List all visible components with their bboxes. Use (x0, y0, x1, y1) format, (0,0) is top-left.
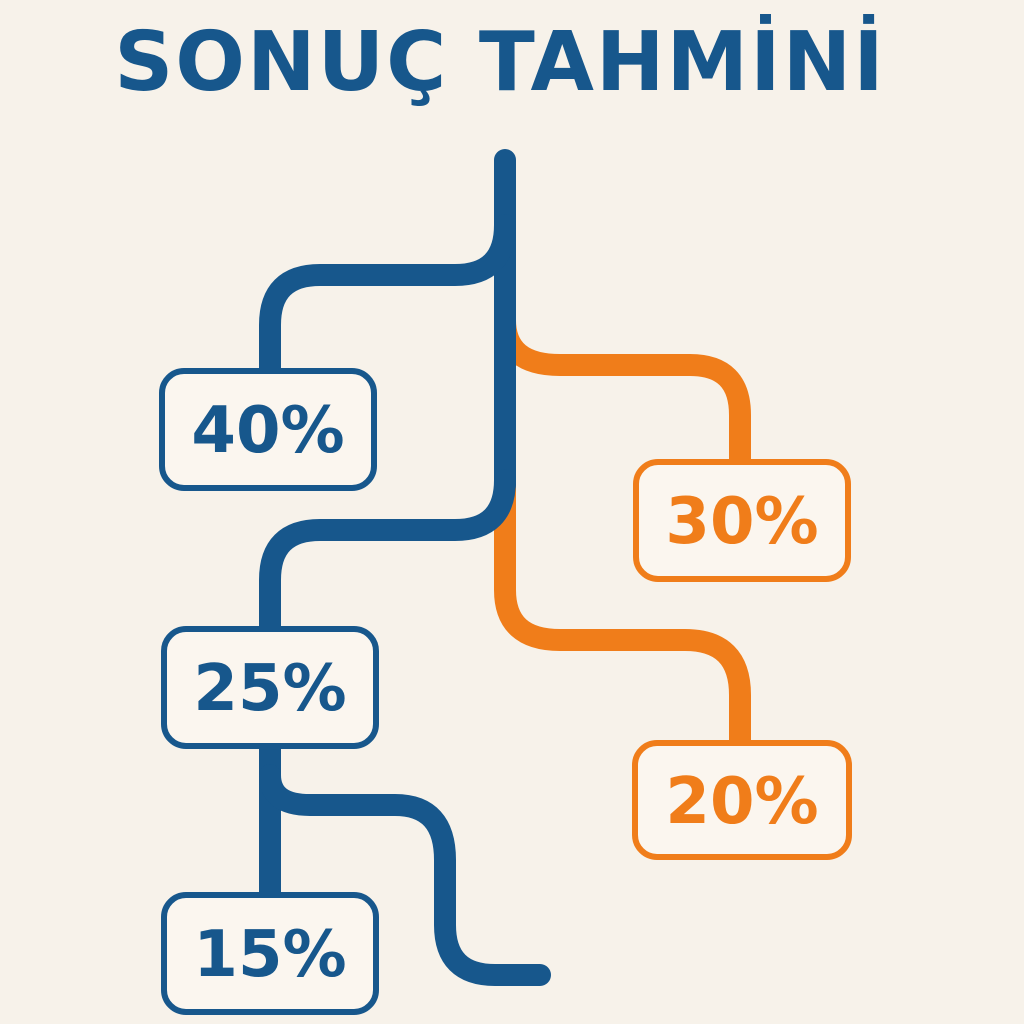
outcome-box-40: 40% (159, 368, 377, 491)
outcome-label-40: 40% (191, 394, 344, 468)
outcome-label-30: 30% (665, 485, 818, 559)
outcome-box-20: 20% (632, 740, 852, 860)
outcome-box-30: 30% (633, 459, 851, 582)
outcome-label-25: 25% (193, 652, 346, 726)
orange-branch-to-20 (494, 469, 751, 761)
blue-branch-to-25 (259, 469, 516, 641)
page-title: SONUÇ TAHMİNİ (114, 15, 886, 110)
outcome-label-20: 20% (665, 765, 818, 839)
outcome-box-25: 25% (161, 626, 379, 749)
blue-branch-to-40 (259, 214, 516, 383)
orange-branch-to-30 (494, 289, 751, 481)
blue-tail-branch (259, 764, 551, 986)
outcome-label-15: 15% (193, 918, 346, 992)
outcome-box-15: 15% (161, 892, 379, 1015)
